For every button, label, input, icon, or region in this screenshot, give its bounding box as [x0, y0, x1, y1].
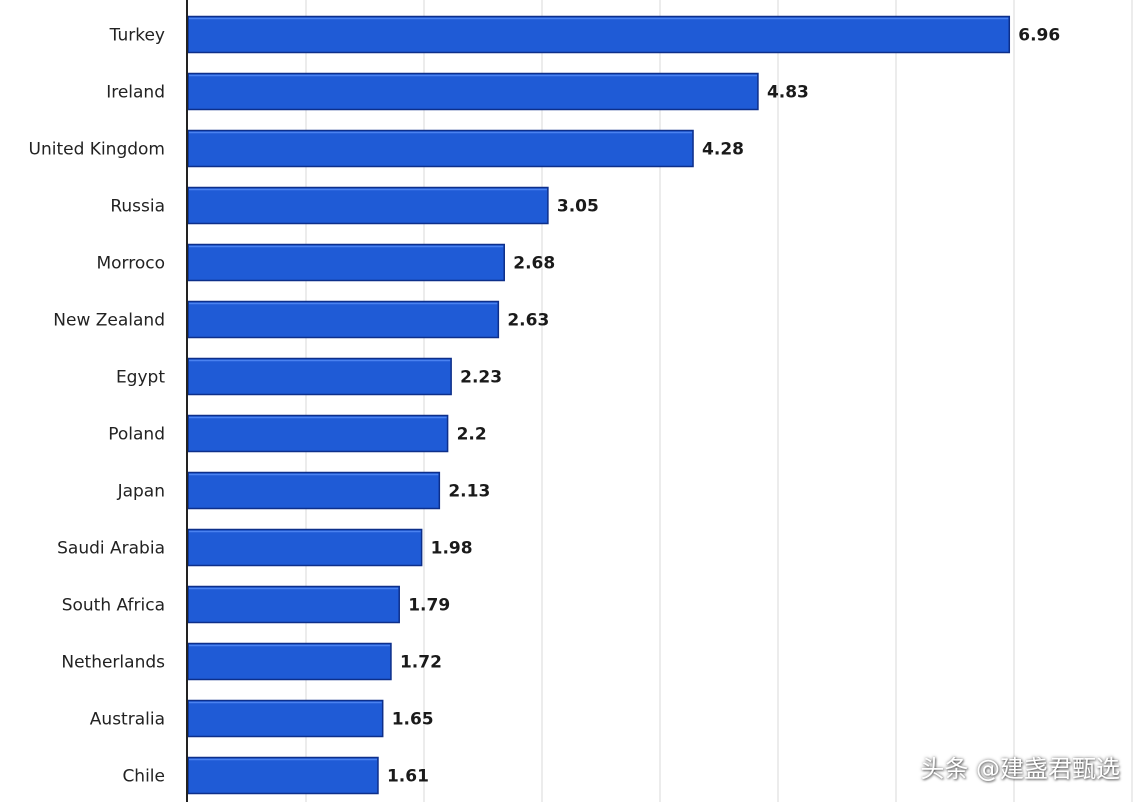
value-label: 1.61: [387, 767, 429, 787]
value-label: 2.13: [448, 482, 490, 502]
category-label: Morroco: [96, 254, 165, 274]
bar: [187, 699, 384, 738]
gridlines: [305, 0, 1133, 802]
bar: [187, 186, 549, 225]
value-label: 2.63: [507, 311, 549, 331]
value-label: 2.2: [457, 425, 487, 445]
bar: [187, 585, 400, 624]
value-label: 1.79: [408, 596, 450, 616]
bar: [187, 471, 441, 510]
bar: [187, 414, 449, 453]
category-label: Netherlands: [61, 653, 165, 673]
bar: [187, 72, 759, 111]
value-label: 4.28: [702, 140, 744, 160]
labels: Turkey 6.96 Ireland 4.83 United Kingdom 4.28 R…: [29, 26, 1061, 787]
category-label: Turkey: [109, 26, 165, 46]
value-label: 4.83: [767, 83, 809, 103]
category-label: United Kingdom: [29, 140, 165, 160]
category-label: Ireland: [106, 83, 165, 103]
bar: [187, 756, 379, 795]
bar: [187, 528, 423, 567]
category-label: Chile: [122, 767, 165, 787]
category-label: Australia: [90, 710, 165, 730]
bar: [187, 357, 452, 396]
bar: [187, 129, 694, 168]
category-label: Russia: [110, 197, 165, 217]
value-label: 6.96: [1018, 26, 1060, 46]
category-label: Japan: [117, 482, 165, 502]
value-label: 3.05: [557, 197, 599, 217]
bar: [187, 15, 1011, 54]
bar: [187, 243, 505, 282]
value-label: 1.98: [431, 539, 473, 559]
category-label: South Africa: [62, 596, 165, 616]
value-label: 1.65: [392, 710, 434, 730]
bar: [187, 642, 392, 681]
category-label: New Zealand: [53, 311, 165, 331]
watermark: 头条 @建盏君甄选: [920, 755, 1120, 783]
value-label: 2.68: [513, 254, 555, 274]
bar: [187, 300, 500, 339]
value-label: 1.72: [400, 653, 442, 673]
value-label: 2.23: [460, 368, 502, 388]
category-label: Egypt: [116, 368, 165, 388]
bars: [187, 15, 1011, 795]
category-label: Saudi Arabia: [57, 539, 165, 559]
category-label: Poland: [108, 425, 165, 445]
